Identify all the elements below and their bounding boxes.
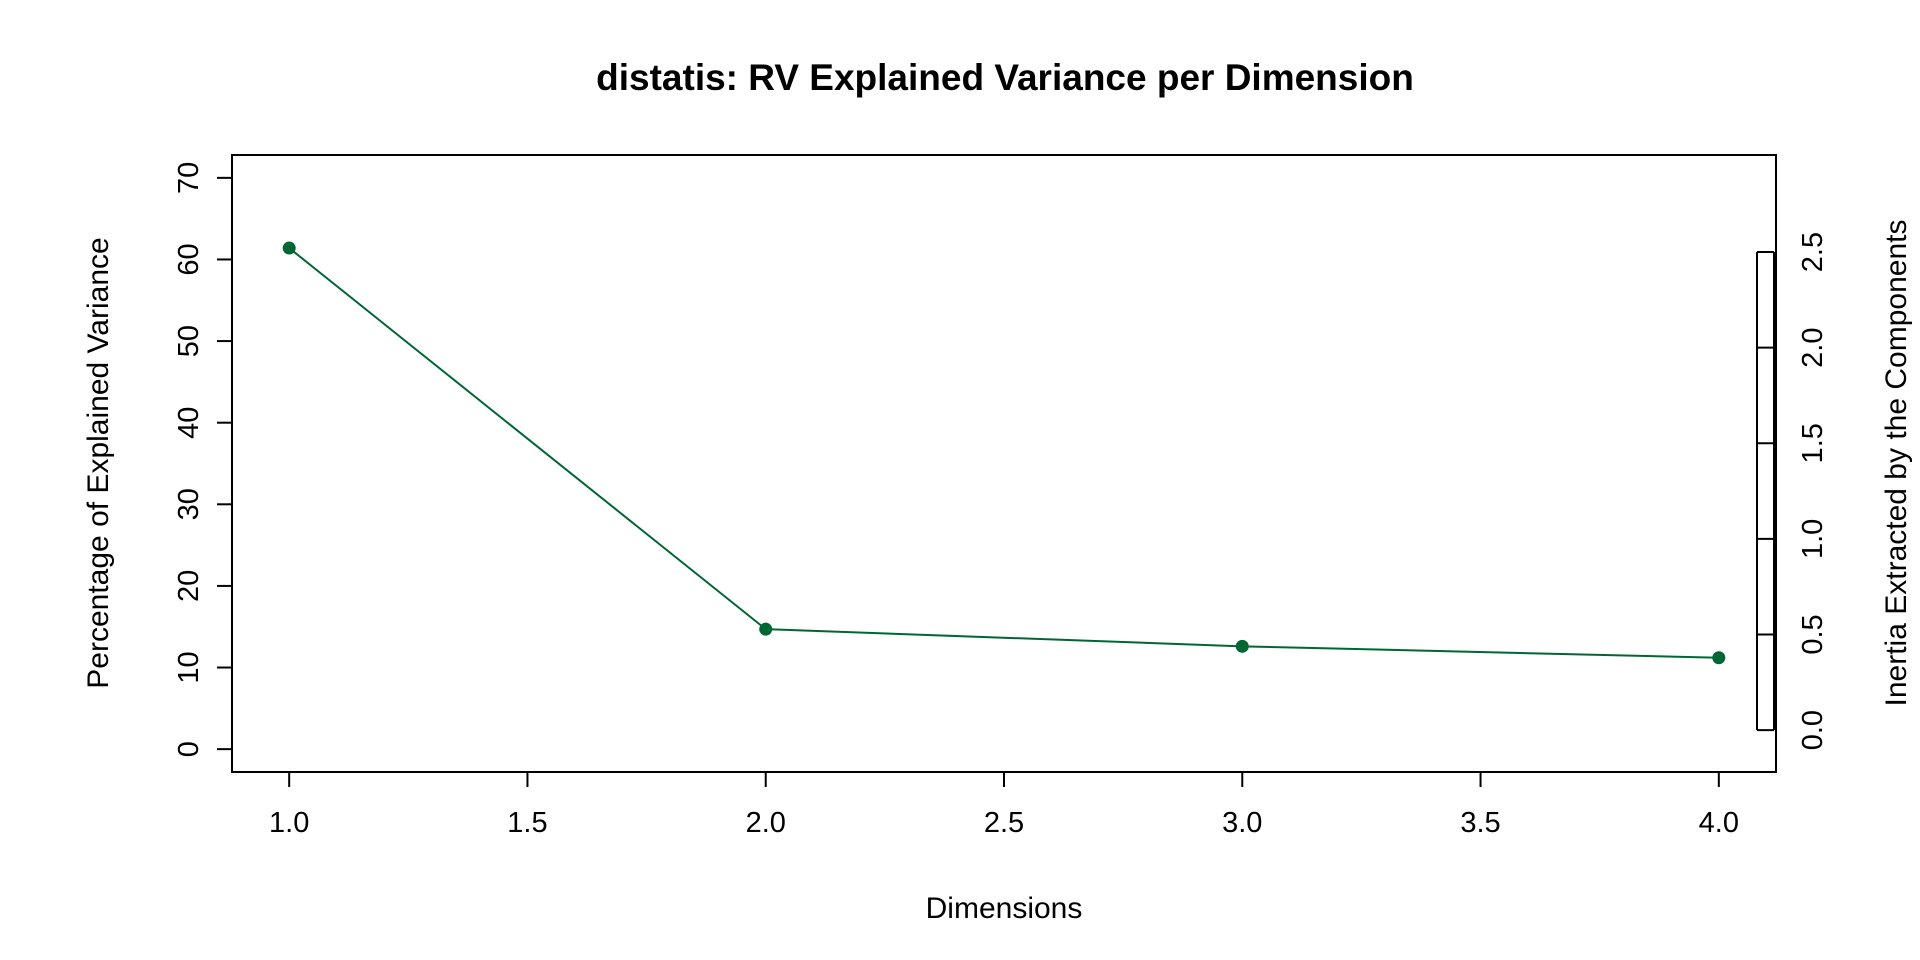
y2-axis-label: Inertia Extracted by the Components [1880, 220, 1913, 707]
y-tick-label-5: 50 [173, 325, 205, 357]
x-axis-label: Dimensions [926, 892, 1083, 925]
x-tick-label-3: 2.5 [984, 807, 1024, 839]
y-axis: 0 10 20 30 40 50 60 70 [173, 162, 232, 757]
y2-tick-label-0: 0.0 [1797, 710, 1829, 750]
data-point-2 [759, 622, 773, 636]
x-tick-label-6: 4.0 [1699, 807, 1739, 839]
y2-tick-label-2: 1.0 [1797, 519, 1829, 559]
x-tick-label-1: 1.5 [507, 807, 547, 839]
chart-title: distatis: RV Explained Variance per Dime… [596, 57, 1414, 98]
y-tick-label-7: 70 [173, 162, 205, 194]
data-point-1 [282, 241, 296, 255]
y2-tick-label-1: 0.5 [1797, 614, 1829, 654]
data-points [282, 241, 1726, 665]
data-point-3 [1235, 639, 1249, 653]
x-tick-label-5: 3.5 [1460, 807, 1500, 839]
y2-tick-label-5: 2.5 [1797, 232, 1829, 272]
x-tick-label-0: 1.0 [269, 807, 309, 839]
x-axis: 1.0 1.5 2.0 2.5 3.0 3.5 4.0 [269, 772, 1739, 839]
plot-frame [231, 154, 1777, 773]
y2-tick-label-3: 1.5 [1797, 423, 1829, 463]
y-tick-label-6: 60 [173, 243, 205, 275]
y-tick-label-0: 0 [173, 741, 205, 757]
x-tick-label-4: 3.0 [1222, 807, 1262, 839]
y-axis-label: Percentage of Explained Variance [82, 237, 115, 688]
y-tick-label-1: 10 [173, 651, 205, 683]
series-line [288, 247, 1719, 659]
data-point-4 [1712, 651, 1726, 665]
y2-tick-label-4: 2.0 [1797, 327, 1829, 367]
y-tick-label-4: 40 [173, 407, 205, 439]
y-tick-label-3: 30 [173, 488, 205, 520]
x-tick-label-2: 2.0 [746, 807, 786, 839]
secondary-y-axis: 0.0 0.5 1.0 1.5 2.0 2.5 [1756, 232, 1829, 750]
y-tick-label-2: 20 [173, 570, 205, 602]
